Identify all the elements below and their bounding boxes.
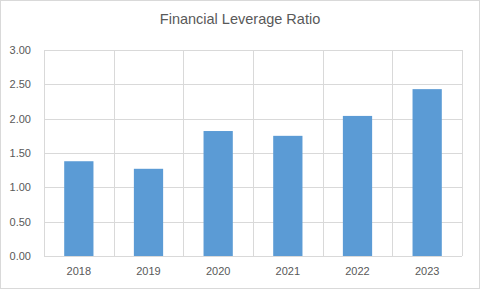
chart-svg: Financial Leverage Ratio 0.00 0.50 1.00 1.50…: [0, 0, 480, 289]
chart-border: [1, 1, 480, 289]
y-tick-label: 1.00: [10, 181, 31, 193]
bar: [413, 89, 442, 256]
vertical-grid-line: [462, 50, 463, 256]
y-tick-label: 0.00: [10, 250, 31, 262]
y-tick-label: 2.50: [10, 78, 31, 90]
vertical-grid-line: [183, 50, 184, 256]
vertical-grid-line: [392, 50, 393, 256]
chart-title: Financial Leverage Ratio: [160, 11, 320, 27]
x-tick-label: 2020: [206, 265, 230, 277]
bar: [343, 116, 372, 256]
x-tick-label: 2022: [345, 265, 369, 277]
bar: [64, 161, 93, 256]
y-tick-label: 1.50: [10, 147, 31, 159]
chart-container: Financial Leverage Ratio 0.00 0.50 1.00 1.50…: [0, 0, 480, 289]
x-tick-label: 2023: [415, 265, 439, 277]
bars: [64, 89, 442, 256]
x-tick-label: 2019: [136, 265, 160, 277]
bar: [273, 136, 302, 256]
vertical-grid-line: [253, 50, 254, 256]
x-tick-label: 2018: [67, 265, 91, 277]
vertical-grid-line: [114, 50, 115, 256]
y-tick-label: 2.00: [10, 113, 31, 125]
y-tick-label: 3.00: [10, 44, 31, 56]
y-tick-label: 0.50: [10, 216, 31, 228]
bar: [204, 131, 233, 256]
grid-line: [44, 256, 462, 257]
vertical-grid-line: [323, 50, 324, 256]
bar: [134, 169, 163, 256]
x-axis-line: [44, 256, 462, 257]
vertical-grid-line: [44, 50, 45, 256]
x-tick-label: 2021: [276, 265, 300, 277]
